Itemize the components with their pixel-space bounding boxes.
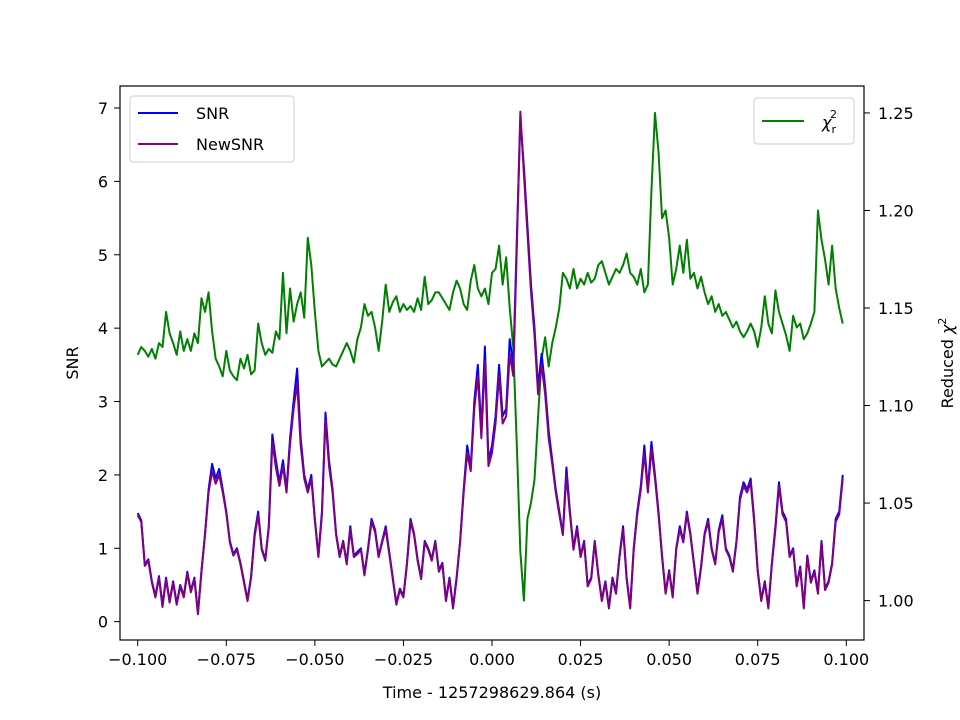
x-tick-label: −0.050: [285, 650, 344, 669]
legend-right: χr 2: [753, 97, 855, 145]
y-right-tick-label: 1.00: [878, 592, 914, 611]
y-right-tick-label: 1.10: [878, 397, 914, 416]
y-left-axis-label: SNR: [63, 346, 82, 379]
legend-chi2-label: χr 2: [821, 108, 837, 136]
series-line--r-2: [136, 111, 844, 602]
y-right-tick-label: 1.15: [878, 299, 914, 318]
legend-left: SNR NewSNR: [129, 95, 295, 163]
legend-chi2-sup: 2: [830, 108, 837, 121]
legend-chi2-chi: χ: [821, 113, 832, 132]
x-tick-label: 0.075: [735, 650, 781, 669]
y-left-tick-label: 2: [98, 466, 108, 485]
y-left-tick-label: 0: [98, 613, 108, 632]
x-tick-label: 0.050: [646, 650, 692, 669]
series-line-newsnr: [136, 110, 844, 616]
x-tick-label: 0.025: [558, 650, 604, 669]
series-layer: [136, 110, 844, 616]
y-left-tick-label: 7: [98, 99, 108, 118]
x-tick-label: 0.000: [469, 650, 515, 669]
y-left-tick-label: 1: [98, 539, 108, 558]
x-axis-label: Time - 1257298629.864 (s): [382, 683, 601, 702]
x-tick-label: −0.100: [108, 650, 167, 669]
legend-chi2-sub: r: [831, 123, 836, 136]
x-axis-ticks: −0.100 −0.075 −0.050 −0.025 0.000 0.025 0.050 0…: [108, 640, 869, 669]
x-tick-label: 0.100: [823, 650, 869, 669]
y-left-tick-label: 3: [98, 393, 108, 412]
y-left-tick-label: 6: [98, 172, 108, 191]
x-tick-label: −0.025: [374, 650, 433, 669]
y-right-axis-label-sup: 2: [936, 318, 949, 325]
y-left-tick-label: 5: [98, 246, 108, 265]
y-left-tick-label: 4: [98, 319, 108, 338]
legend-snr-label: SNR: [196, 104, 229, 123]
plot-frame: [119, 85, 865, 641]
y-right-axis-label-text: Reduced: [938, 334, 957, 408]
y-left-axis-ticks: 0 1 2 3 4 5 6 7: [98, 99, 120, 632]
x-tick-label: −0.075: [197, 650, 256, 669]
y-right-tick-label: 1.25: [878, 104, 914, 123]
y-right-axis-label-chi: χ: [938, 324, 957, 335]
y-right-tick-label: 1.05: [878, 494, 914, 513]
legend-newsnr-label: NewSNR: [196, 135, 264, 154]
y-right-tick-label: 1.20: [878, 201, 914, 220]
y-right-axis-label: Reduced χ2: [936, 318, 957, 409]
y-right-axis-ticks: 1.00 1.05 1.10 1.15 1.20 1.25: [864, 104, 914, 611]
